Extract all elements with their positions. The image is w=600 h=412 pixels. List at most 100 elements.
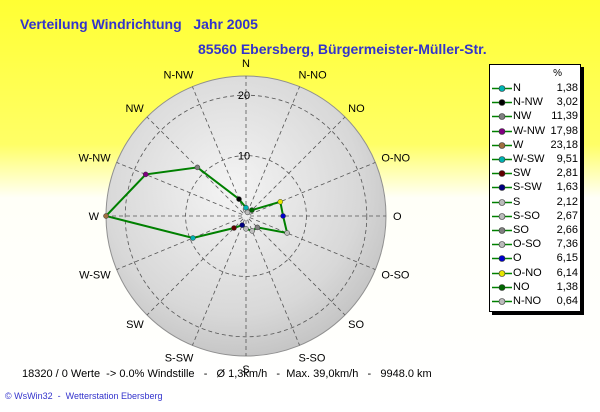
legend-row-so: SO 2,66 [490,224,580,237]
legend-marker [492,298,512,305]
legend-value: 9,51 [556,153,578,165]
legend-value: 1,38 [556,82,578,94]
legend-marker [492,113,512,121]
direction-label-sw: SW [126,319,144,331]
grid-spoke [146,218,244,316]
direction-label-s: S [242,364,249,376]
data-point-no [249,207,255,213]
legend-value: 7,36 [556,238,578,251]
legend-direction: N-NO [513,295,542,307]
data-point-o-no [277,199,284,205]
legend-marker [492,212,512,220]
legend-direction: NW [513,110,532,123]
data-point-w-nw [142,171,149,178]
legend-marker [492,269,512,277]
grid-spoke [249,217,376,270]
data-point-n-no [244,209,251,216]
data-point-n-nw [236,196,242,202]
grid-spoke [116,217,243,270]
direction-label-o: O [393,211,402,223]
legend: % N 1,38 N-NW 3,02 NW 11,39 W-NW 17,98 W 23,18 W-S… [489,64,581,312]
legend-marker [492,85,512,92]
direction-labels: N N-NW NW W-NW W W-SW SW S-SW S S-SO SO O-SO O O-NO NO… [78,58,410,376]
legend-value: 2,67 [556,209,578,222]
legend-direction: W-SW [513,153,545,165]
legend-row-s-so: S-SO 2,67 [490,210,580,223]
legend-value: 1,38 [556,280,578,293]
legend-value: 1,63 [556,181,578,194]
legend-marker [492,99,512,106]
grid-spoke [192,219,245,346]
legend-value: 0,64 [556,295,578,307]
legend-row-o-so: O-SO 7,36 [490,238,580,251]
chart-title: Verteilung Windrichtung Jahr 2005 [20,16,258,32]
data-point-o-so [284,230,290,236]
grid-spoke [247,219,300,346]
data-point-nw [194,164,201,171]
legend-direction: N [513,82,521,94]
direction-label-o-so: O-SO [381,270,410,282]
legend-direction: S [513,195,521,208]
footer-stats: 18320 / 0 Werte -> 0.0% Windstille - Ø 1… [22,368,432,380]
legend-direction: O [513,252,522,265]
rose-grid [106,76,386,356]
legend-direction: N-NW [513,96,543,109]
radial-tick-label: 20 [238,90,250,102]
legend-marker [492,255,512,263]
chart-subtitle: 85560 Ebersberg, Bürgermeister-Müller-St… [198,41,487,57]
legend-row-s-sw: S-SW 1,63 [490,181,580,194]
data-point-o [280,213,286,219]
direction-label-nw: NW [125,103,144,115]
legend-direction: SW [513,167,531,180]
data-point-sw [231,225,237,231]
legend-row-n-nw: N-NW 3,02 [490,96,580,109]
legend-marker [492,283,512,291]
direction-label-s-sw: S-SW [165,352,194,364]
legend-value: 6,15 [556,252,578,265]
legend-row-sw: SW 2,81 [490,167,580,180]
legend-direction: W [513,138,524,151]
radial-tick-labels: 10 20 [238,90,250,162]
legend-row-s: S 2,12 [490,196,580,209]
legend-direction: S-SW [513,181,542,194]
data-point-s-so [249,228,255,234]
legend-marker [492,184,512,192]
legend-row-no: NO 1,38 [490,281,580,294]
legend-value: 2,12 [556,195,578,208]
data-point-w-sw [190,235,196,241]
legend-row-o: O 6,15 [490,252,580,265]
data-point-s-sw [239,222,245,228]
direction-label-n-no: N-NO [299,70,328,82]
direction-label-w: W [89,211,100,223]
legend-marker [492,198,512,206]
legend-direction: W-NW [513,124,546,137]
legend-value: 2,81 [556,167,578,180]
legend-row-o-no: O-NO 6,14 [490,267,580,280]
grid-spoke [116,162,243,215]
grid-spoke [247,86,300,213]
grid-ring [124,94,368,338]
direction-label-s-so: S-SO [299,352,326,364]
legend-value: 2,66 [556,224,578,236]
direction-label-so: SO [348,319,364,331]
legend-marker [492,141,512,149]
grid-spoke [248,116,346,214]
legend-marker [492,227,512,234]
legend-value: 6,14 [556,266,578,279]
direction-label-w-nw: W-NW [78,152,111,164]
legend-value: 17,98 [550,124,578,137]
direction-label-n: N [242,58,250,70]
legend-row-w-nw: W-NW 17,98 [490,125,580,138]
direction-label-no: NO [348,103,365,115]
legend-unit-header: % [553,68,562,79]
radial-tick-label: 10 [238,151,250,163]
footer-credit: © WsWin32 - Wetterstation Ebersberg [5,391,163,401]
legend-direction: O-SO [513,238,542,251]
data-point-w [103,213,109,219]
legend-value: 3,02 [556,96,578,109]
legend-direction: S-SO [513,209,540,222]
data-point-n [243,204,249,211]
grid-spoke [249,162,376,215]
legend-direction: NO [513,280,530,293]
